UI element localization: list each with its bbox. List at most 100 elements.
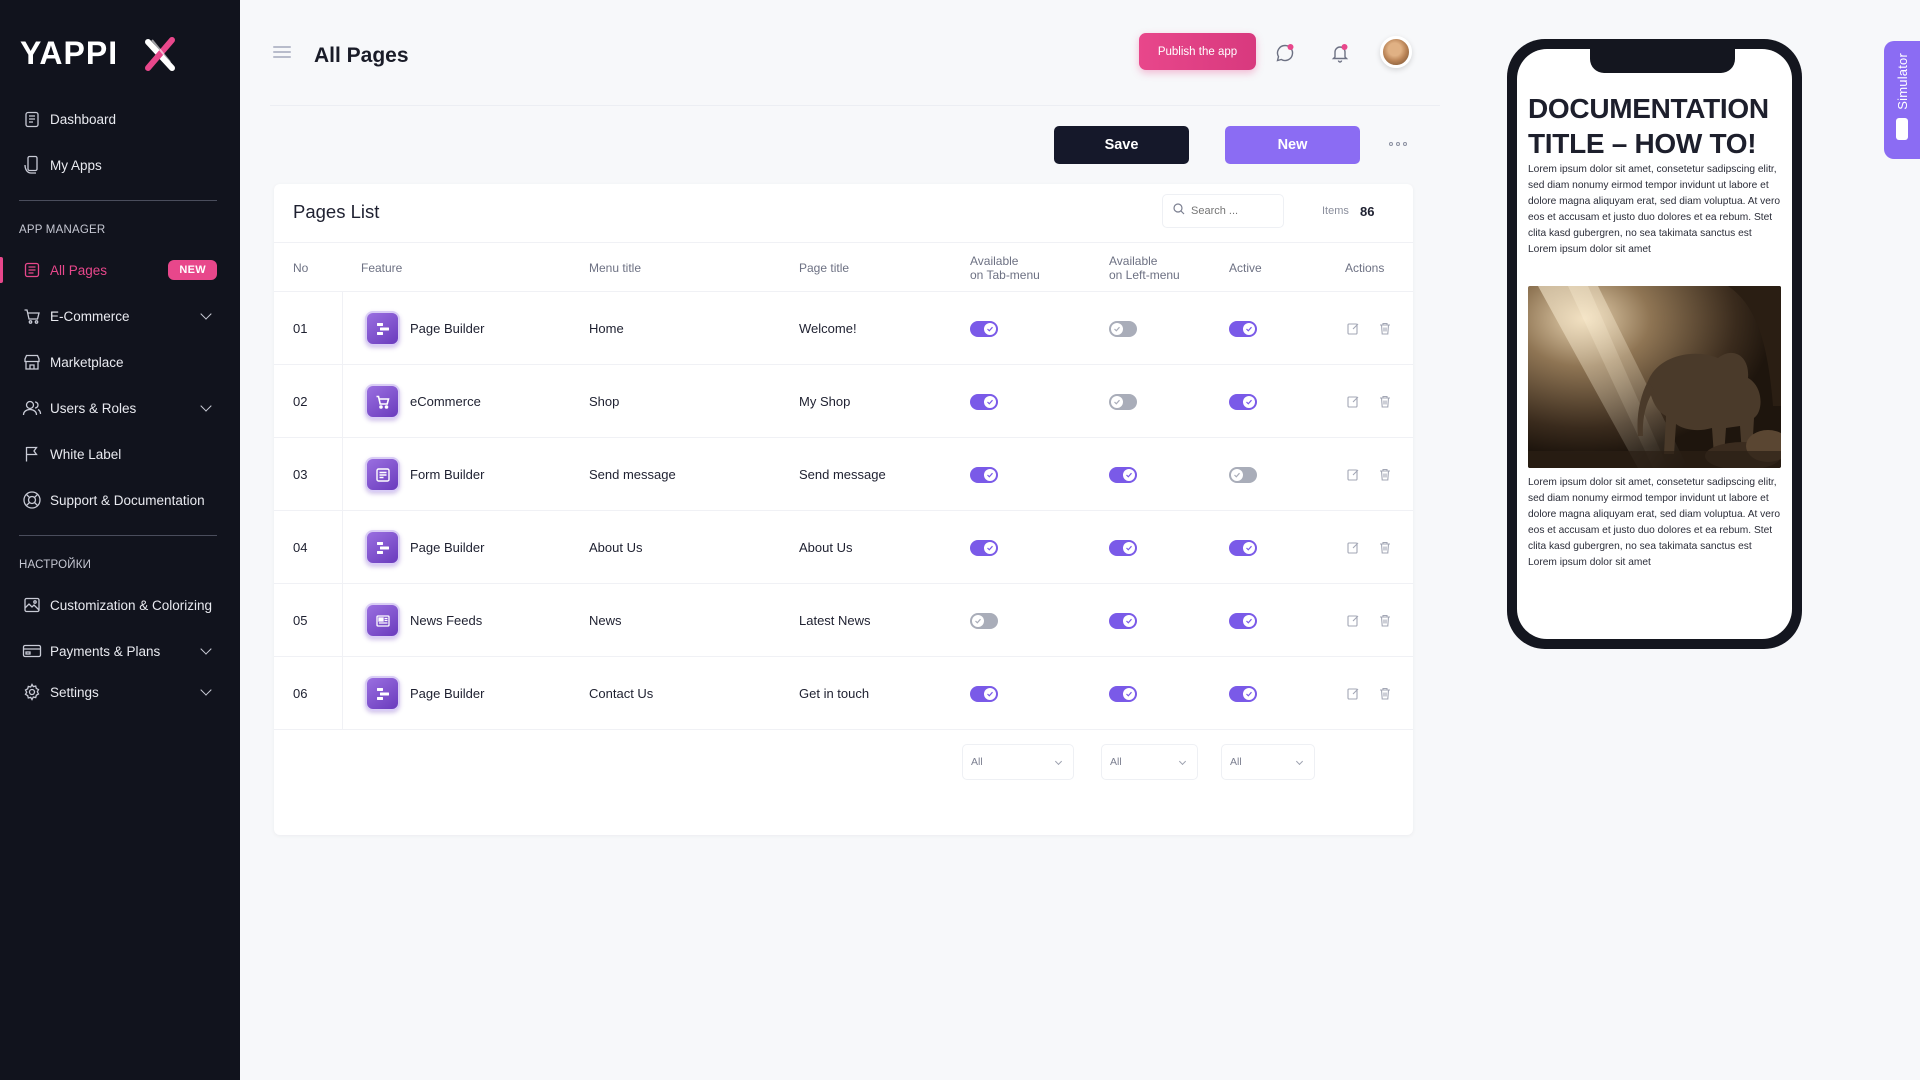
left-menu-toggle[interactable] (1109, 466, 1137, 483)
table-header: No Feature Menu title Page title Availab… (274, 242, 1413, 292)
active-toggle[interactable] (1229, 539, 1257, 556)
sidebar-item-label: Payments & Plans (50, 643, 161, 659)
col-tab-menu[interactable]: Available on Tab-menu (970, 243, 1040, 293)
sidebar-item-e-commerce[interactable]: E-Commerce (0, 293, 240, 339)
tab-menu-toggle[interactable] (970, 539, 998, 556)
publish-app-button[interactable]: Publish the app (1139, 33, 1256, 70)
col-no[interactable]: No (293, 261, 309, 275)
col-active[interactable]: Active (1229, 261, 1262, 275)
trash-icon[interactable] (1377, 686, 1393, 702)
edit-icon[interactable] (1345, 540, 1361, 556)
chevron-down-icon[interactable] (200, 643, 212, 655)
yappix-logo[interactable]: YAPPI (20, 32, 180, 74)
sidebar-item-label: Users & Roles (50, 400, 137, 416)
sidebar-item-my-apps[interactable]: My Apps (0, 142, 240, 188)
row-page-title: My Shop (799, 394, 851, 409)
tab-menu-toggle[interactable] (970, 320, 998, 337)
chat-icon[interactable] (1271, 39, 1299, 67)
col-left-menu-line2: on Left-menu (1109, 268, 1180, 282)
col-left-menu[interactable]: Available on Left-menu (1109, 243, 1180, 293)
phone-hand-icon (22, 155, 42, 175)
trash-icon[interactable] (1377, 321, 1393, 337)
edit-icon[interactable] (1345, 394, 1361, 410)
sidebar-item-customization[interactable]: Customization & Colorizing (0, 582, 240, 628)
sidebar-item-dashboard[interactable]: Dashboard (0, 96, 240, 142)
trash-icon[interactable] (1377, 394, 1393, 410)
table-row[interactable]: 05 News Feeds News Latest News (274, 584, 1413, 657)
active-toggle[interactable] (1229, 393, 1257, 410)
edit-icon[interactable] (1345, 321, 1361, 337)
sidebar-item-payments-plans[interactable]: Payments & Plans (0, 628, 240, 674)
table-row[interactable]: 04 Page Builder About Us About Us (274, 511, 1413, 584)
row-page-title: Latest News (799, 613, 871, 628)
trash-icon[interactable] (1377, 540, 1393, 556)
sidebar-item-label: My Apps (50, 157, 102, 173)
active-filter-select[interactable]: All (1221, 744, 1315, 780)
tab-menu-toggle[interactable] (970, 685, 998, 702)
chevron-down-icon[interactable] (200, 308, 212, 320)
edit-icon[interactable] (1345, 467, 1361, 483)
row-page-title: About Us (799, 540, 853, 555)
chevron-down-icon[interactable] (200, 684, 212, 696)
elephant-photo (1528, 286, 1781, 468)
col-actions: Actions (1345, 261, 1385, 275)
lifebuoy-icon (22, 490, 42, 510)
search-field[interactable] (1162, 194, 1284, 228)
form-builder-icon (365, 457, 400, 492)
active-toggle[interactable] (1229, 612, 1257, 629)
table-row[interactable]: 03 Form Builder Send message Send messag… (274, 438, 1413, 511)
sidebar-item-marketplace[interactable]: Marketplace (0, 339, 240, 385)
sidebar-item-settings[interactable]: Settings (0, 674, 240, 710)
row-feature: Form Builder (365, 438, 484, 511)
chevron-down-icon (1054, 757, 1063, 766)
left-menu-toggle[interactable] (1109, 612, 1137, 629)
table-row[interactable]: 06 Page Builder Contact Us Get in touch (274, 657, 1413, 730)
tab-menu-filter-select[interactable]: All (962, 744, 1074, 780)
page-builder-icon (365, 676, 400, 711)
bell-icon[interactable] (1326, 39, 1354, 67)
save-button[interactable]: Save (1054, 126, 1189, 164)
simulator-tab[interactable]: Simulator (1884, 41, 1920, 159)
left-menu-filter-select[interactable]: All (1101, 744, 1198, 780)
edit-icon[interactable] (1345, 686, 1361, 702)
left-menu-toggle[interactable] (1109, 685, 1137, 702)
flag-icon (22, 444, 42, 464)
active-toggle[interactable] (1229, 466, 1257, 483)
section-app-manager: APP MANAGER (19, 224, 106, 236)
table-row[interactable]: 02 eCommerce Shop My Shop (274, 365, 1413, 438)
edit-icon[interactable] (1345, 613, 1361, 629)
avatar[interactable] (1380, 36, 1412, 68)
tab-menu-toggle[interactable] (970, 466, 998, 483)
trash-icon[interactable] (1377, 467, 1393, 483)
left-menu-toggle[interactable] (1109, 320, 1137, 337)
active-toggle[interactable] (1229, 320, 1257, 337)
row-feature: Page Builder (365, 657, 484, 730)
col-menu-title[interactable]: Menu title (589, 261, 642, 275)
sidebar-item-white-label[interactable]: White Label (0, 431, 240, 477)
sidebar-item-all-pages[interactable]: All Pages NEW (0, 247, 240, 293)
sidebar-item-users-roles[interactable]: Users & Roles (0, 385, 240, 431)
trash-icon[interactable] (1377, 613, 1393, 629)
left-menu-toggle[interactable] (1109, 393, 1137, 410)
sidebar-item-support-documentation[interactable]: Support & Documentation (0, 477, 240, 523)
row-menu-title: News (589, 613, 622, 628)
table-row[interactable]: 01 Page Builder Home Welcome! (274, 292, 1413, 365)
filter-value: All (1230, 756, 1242, 768)
feature-label: Page Builder (410, 540, 485, 555)
items-count: 86 (1360, 204, 1375, 219)
clipboard-icon (22, 109, 42, 129)
tab-menu-toggle[interactable] (970, 393, 998, 410)
phone-screen[interactable]: DOCUMENTATION TITLE – HOW TO! Lorem ipsu… (1517, 49, 1792, 639)
new-button[interactable]: New (1225, 126, 1360, 164)
tab-menu-toggle[interactable] (970, 612, 998, 629)
left-menu-toggle[interactable] (1109, 539, 1137, 556)
menu-toggle-icon[interactable] (273, 46, 291, 58)
filter-value: All (971, 756, 983, 768)
more-options-icon[interactable] (1386, 136, 1410, 152)
chevron-down-icon[interactable] (200, 400, 212, 412)
col-page-title[interactable]: Page title (799, 261, 850, 275)
active-toggle[interactable] (1229, 685, 1257, 702)
search-input[interactable] (1191, 205, 1279, 217)
gear-icon (22, 682, 42, 702)
col-feature[interactable]: Feature (361, 261, 403, 275)
